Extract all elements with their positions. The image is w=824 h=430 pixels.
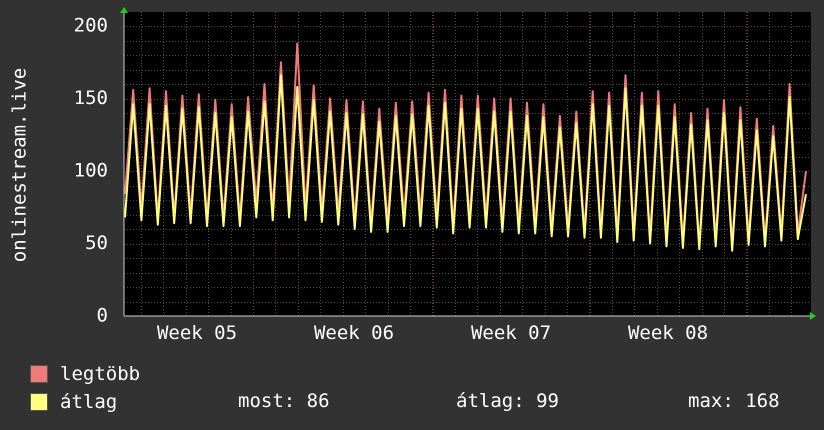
x-axis-arrow [810, 312, 816, 320]
y-tick-label: 200 [74, 15, 108, 37]
y-tick-label: 100 [74, 160, 108, 182]
y-tick-label: 150 [74, 87, 108, 109]
legend-item-max: legtöbb [30, 362, 140, 386]
legend-swatch-max [30, 365, 48, 383]
stat-now: most: 86 [238, 390, 330, 412]
x-tick-label: Week 06 [314, 322, 394, 344]
plot-area [124, 12, 811, 316]
x-tick-label: Week 08 [628, 322, 708, 344]
y-tick-labels: 0 50 100 150 200 [74, 15, 108, 327]
y-tick-label: 0 [97, 305, 108, 327]
legend-label-avg: átlag [60, 391, 118, 413]
y-tick-label: 50 [85, 232, 108, 254]
legend-swatch-avg [30, 393, 48, 411]
legend-item-avg: átlag [30, 390, 117, 414]
axes [120, 7, 816, 320]
y-axis-arrow [120, 7, 128, 13]
x-tick-label: Week 05 [157, 322, 237, 344]
y-axis-label: onlinestream.live [9, 68, 31, 262]
stat-average: átlag: 99 [456, 390, 559, 412]
x-tick-labels: Week 05 Week 06 Week 07 Week 08 [157, 322, 708, 344]
stat-max: max: 168 [688, 390, 780, 412]
series-line-avg [124, 74, 807, 252]
legend-label-max: legtöbb [60, 363, 141, 385]
x-tick-label: Week 07 [471, 322, 551, 344]
series-group [124, 42, 807, 252]
